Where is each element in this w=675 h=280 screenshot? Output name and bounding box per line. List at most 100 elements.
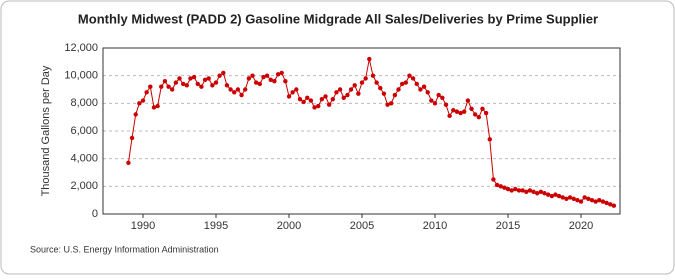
y-tick-label: 8,000	[70, 97, 98, 109]
data-point	[133, 112, 138, 117]
data-point	[253, 80, 259, 85]
data-point	[323, 94, 328, 99]
data-point	[429, 98, 434, 103]
data-point	[553, 192, 558, 197]
data-point	[513, 186, 518, 192]
data-point	[600, 199, 606, 204]
data-point	[545, 192, 551, 197]
x-tick-label: 2010	[423, 220, 447, 232]
x-tick-label: 2000	[277, 220, 301, 232]
data-point	[319, 96, 325, 102]
data-point	[597, 197, 602, 203]
data-point	[206, 76, 211, 81]
data-point	[243, 87, 248, 92]
data-point	[221, 70, 226, 76]
data-point	[126, 160, 131, 166]
data-point	[155, 103, 160, 109]
data-point	[443, 102, 449, 107]
data-point	[494, 182, 500, 188]
data-point	[425, 90, 430, 95]
data-point	[305, 95, 310, 101]
data-point	[509, 188, 514, 193]
data-point	[217, 73, 222, 78]
data-point	[166, 84, 171, 89]
data-point	[462, 109, 467, 114]
data-point	[370, 73, 376, 78]
data-point	[239, 92, 244, 98]
data-point	[275, 72, 281, 77]
data-point	[199, 84, 204, 89]
data-point	[374, 80, 379, 85]
data-point	[447, 113, 452, 118]
data-point	[578, 199, 584, 204]
data-point	[593, 199, 598, 204]
data-point	[224, 83, 230, 88]
data-point	[458, 110, 463, 116]
data-point	[527, 188, 533, 193]
data-point	[264, 73, 270, 78]
data-point	[454, 109, 460, 114]
data-point	[502, 185, 507, 190]
x-tick-label: 1995	[204, 220, 228, 232]
data-point	[403, 80, 409, 85]
data-point	[440, 95, 445, 101]
data-point	[414, 81, 419, 87]
data-point	[228, 87, 233, 92]
data-point	[137, 101, 142, 106]
data-point	[334, 90, 339, 95]
data-point	[301, 99, 306, 105]
data-point	[250, 73, 255, 78]
data-point	[535, 191, 540, 196]
data-point	[129, 135, 135, 141]
data-point	[272, 79, 277, 84]
data-point	[286, 94, 292, 99]
data-point	[491, 177, 496, 182]
data-point	[312, 105, 317, 110]
y-tick-label: 4,000	[70, 153, 98, 165]
data-point	[392, 92, 398, 98]
data-point	[294, 87, 299, 92]
data-point	[159, 84, 164, 89]
data-point	[330, 96, 336, 102]
data-point	[367, 56, 372, 62]
data-point	[480, 106, 485, 112]
data-point	[476, 114, 482, 120]
data-point	[531, 189, 536, 195]
data-point	[257, 81, 263, 87]
y-tick-label: 12,000	[64, 42, 98, 54]
x-tick-label: 2005	[350, 220, 374, 232]
data-point	[418, 87, 423, 92]
data-point	[290, 90, 295, 95]
data-point	[542, 191, 547, 196]
data-point	[608, 202, 613, 207]
data-point	[326, 102, 332, 107]
data-point	[575, 197, 580, 203]
data-point	[195, 81, 200, 87]
data-point	[571, 196, 576, 201]
data-point	[469, 106, 474, 112]
data-point	[140, 98, 146, 103]
data-point	[162, 79, 168, 84]
y-tick-label: 10,000	[64, 70, 98, 82]
data-point	[348, 87, 354, 92]
data-point	[177, 76, 182, 81]
data-point	[432, 101, 438, 106]
data-point	[381, 91, 387, 96]
data-point	[538, 189, 544, 195]
data-point	[389, 101, 394, 106]
data-point	[407, 73, 412, 78]
data-point	[210, 83, 215, 88]
data-point	[144, 90, 149, 95]
data-point	[279, 70, 284, 76]
y-tick-label: 6,000	[70, 125, 98, 137]
data-point	[308, 98, 314, 103]
data-point	[356, 91, 361, 96]
data-point	[173, 80, 179, 85]
data-point	[191, 74, 197, 80]
data-point	[611, 203, 617, 208]
source: Source: U.S. Energy Information Administ…	[30, 244, 219, 254]
data-point	[188, 76, 193, 81]
data-point	[359, 80, 365, 85]
data-point	[451, 108, 456, 113]
